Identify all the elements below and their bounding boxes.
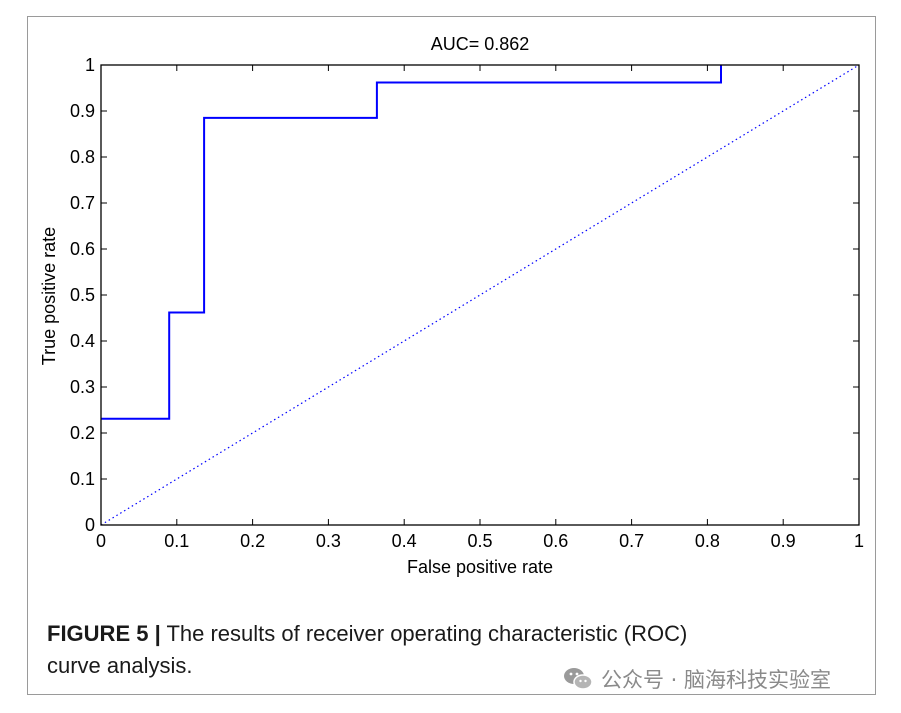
plot-area-box <box>100 64 860 526</box>
x-tick-label: 0.4 <box>392 531 417 551</box>
diagonal-reference-line <box>100 64 860 526</box>
x-axis-label: False positive rate <box>407 557 553 577</box>
figure-caption: FIGURE 5 | The results of receiver opera… <box>47 618 747 682</box>
roc-curve <box>101 65 722 420</box>
x-tick-label: 0.1 <box>164 531 189 551</box>
x-tick-label: 0.6 <box>543 531 568 551</box>
y-tick-label: 0.7 <box>70 193 95 213</box>
y-tick-label: 0.9 <box>70 101 95 121</box>
watermark-text: 公众号 · 脑海科技实验室 <box>601 668 832 692</box>
y-tick-label: 0.1 <box>70 469 95 489</box>
y-tick-label: 0.2 <box>70 423 95 443</box>
caption-label: FIGURE 5 | <box>47 621 161 646</box>
caption-text: The results of receiver operating charac… <box>47 621 688 678</box>
y-axis-label: True positive rate <box>39 227 59 365</box>
y-tick-label: 0.8 <box>70 147 95 167</box>
x-tick-label: 0.2 <box>240 531 265 551</box>
y-tick-label: 0.6 <box>70 239 95 259</box>
x-tick-label: 0 <box>96 531 106 551</box>
y-tick-label: 0.4 <box>70 331 95 351</box>
wechat-icon <box>563 666 593 692</box>
x-tick-label: 0.5 <box>467 531 492 551</box>
x-tick-label: 0.8 <box>695 531 720 551</box>
y-tick-label: 0.5 <box>70 285 95 305</box>
y-tick-label: 1 <box>85 55 95 75</box>
chart-title: AUC= 0.862 <box>431 34 530 54</box>
watermark: 公众号 · 脑海科技实验室 <box>563 664 831 694</box>
y-tick-label: 0.3 <box>70 377 95 397</box>
x-tick-label: 0.7 <box>619 531 644 551</box>
x-tick-label: 0.3 <box>316 531 341 551</box>
x-tick-label: 0.9 <box>771 531 796 551</box>
x-tick-label: 1 <box>854 531 864 551</box>
y-tick-label: 0 <box>85 515 95 535</box>
